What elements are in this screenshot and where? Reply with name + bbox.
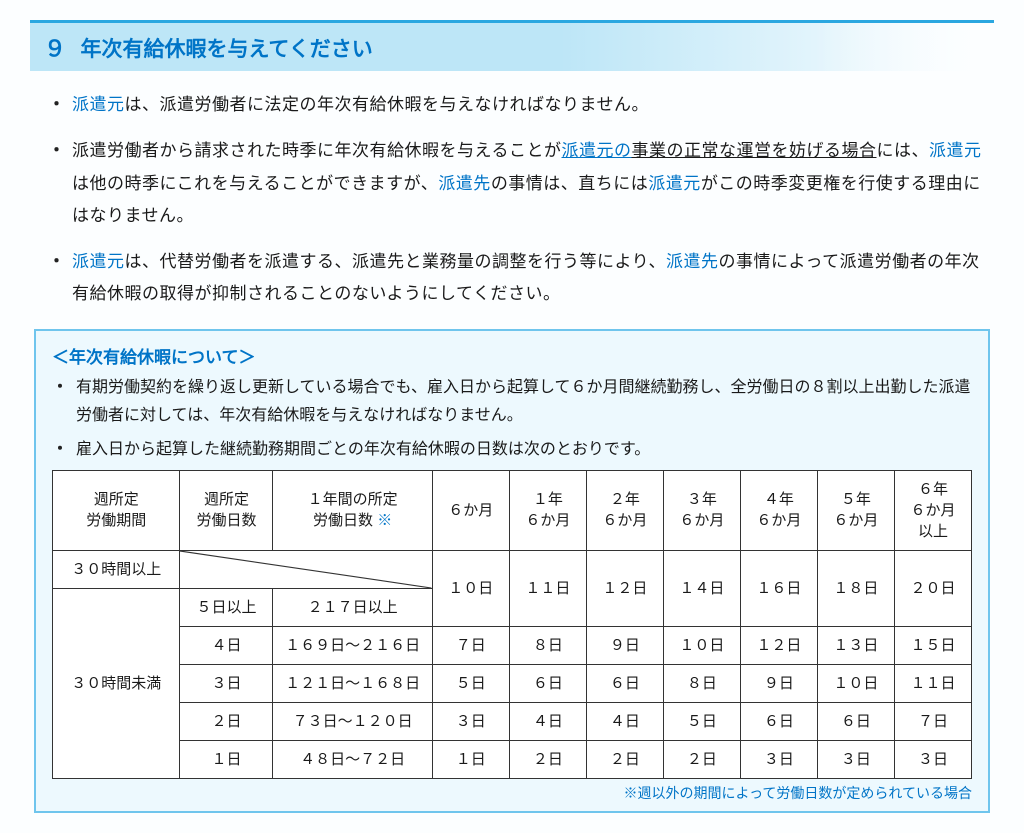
section-number: ９ [44,36,66,61]
cell-days: １１日 [509,550,586,626]
bullet-item: ・派遣労働者から請求された時季に年次有給休暇を与えることが派遣元の事業の正常な運… [48,135,994,232]
cell-weekdays: ４日 [180,626,273,664]
th-yeardays: １年間の所定労働日数 ※ [273,470,432,550]
cell-days: ６日 [586,664,663,702]
cell-period: ３０時間未満 [53,588,180,778]
th-m5: ５年６か月 [817,470,894,550]
cell-yeardays: ７３日～１２０日 [273,702,432,740]
cell-days: １０日 [663,626,740,664]
bullet-text: 派遣元は、代替労働者を派遣する、派遣先と業務量の調整を行う等により、派遣先の事情… [72,246,994,311]
cell-weekdays: ２日 [180,702,273,740]
bullet-marker: ・ [48,135,72,232]
cell-days: １４日 [663,550,740,626]
bullet-marker: ・ [52,374,76,430]
info-panel: ＜年次有給休暇について＞ ・有期労働契約を繰り返し更新している場合でも、雇入日か… [34,329,990,813]
cell-days: ３日 [432,702,509,740]
cell-days: ２日 [509,740,586,778]
bullet-item: ・派遣元は、派遣労働者に法定の年次有給休暇を与えなければなりません。 [48,89,994,121]
info-heading: ＜年次有給休暇について＞ [52,343,972,368]
info-bullet-item: ・有期労働契約を繰り返し更新している場合でも、雇入日から起算して６か月間継続勤務… [52,374,972,430]
cell-yeardays: １２１日～１６８日 [273,664,432,702]
cell-days: ５日 [432,664,509,702]
cell-days: ３日 [894,740,971,778]
cell-days: １３日 [817,626,894,664]
cell-days: １１日 [894,664,971,702]
cell-yeardays: ２１７日以上 [273,588,432,626]
table-footnote: ※週以外の期間によって労働日数が定められている場合 [52,783,972,803]
cell-days: １０日 [432,550,509,626]
cell-days: ６日 [740,702,817,740]
cell-days: １８日 [817,550,894,626]
bullet-text: 雇入日から起算した継続勤務期間ごとの年次有給休暇の日数は次のとおりです。 [76,436,972,464]
bullet-item: ・派遣元は、代替労働者を派遣する、派遣先と業務量の調整を行う等により、派遣先の事… [48,246,994,311]
cell-weekdays: ３日 [180,664,273,702]
bullet-text: 派遣労働者から請求された時季に年次有給休暇を与えることが派遣元の事業の正常な運営… [72,135,994,232]
bullet-text: 派遣元は、派遣労働者に法定の年次有給休暇を与えなければなりません。 [72,89,994,121]
cell-days: １２日 [586,550,663,626]
bullet-marker: ・ [48,89,72,121]
cell-days: １５日 [894,626,971,664]
th-weekdays: 週所定労働日数 [180,470,273,550]
cell-weekdays: ５日以上 [180,588,273,626]
cell-days: ８日 [663,664,740,702]
cell-days: ６日 [509,664,586,702]
cell-days: ２日 [663,740,740,778]
cell-days: ５日 [663,702,740,740]
cell-yeardays: １６９日～２１６日 [273,626,432,664]
section-header: ９ 年次有給休暇を与えてください [30,20,994,71]
th-m2: ２年６か月 [586,470,663,550]
cell-days: ９日 [586,626,663,664]
th-m6: ６年６か月以上 [894,470,971,550]
th-m4: ４年６か月 [740,470,817,550]
cell-days: ３日 [740,740,817,778]
cell-days: ６日 [817,702,894,740]
section-title: 年次有給休暇を与えてください [80,38,372,61]
cell-days: ４日 [586,702,663,740]
cell-days: ７日 [894,702,971,740]
leave-table: 週所定労働期間 週所定労働日数 １年間の所定労働日数 ※ ６か月 １年６か月 ２… [52,470,972,779]
cell-days: １０日 [817,664,894,702]
th-m1: １年６か月 [509,470,586,550]
bullet-marker: ・ [48,246,72,311]
cell-days: ９日 [740,664,817,702]
th-m0: ６か月 [432,470,509,550]
cell-days: ４日 [509,702,586,740]
cell-days: ２日 [586,740,663,778]
cell-yeardays: ４８日～７２日 [273,740,432,778]
cell-days: ８日 [509,626,586,664]
info-bullet-item: ・雇入日から起算した継続勤務期間ごとの年次有給休暇の日数は次のとおりです。 [52,436,972,464]
cell-days: １日 [432,740,509,778]
table-row: ２日７３日～１２０日３日４日４日５日６日６日７日 [53,702,972,740]
cell-days: ７日 [432,626,509,664]
main-bullet-list: ・派遣元は、派遣労働者に法定の年次有給休暇を与えなければなりません。・派遣労働者… [48,89,994,311]
th-m3: ３年６か月 [663,470,740,550]
cell-days: ３日 [817,740,894,778]
th-period: 週所定労働期間 [53,470,180,550]
cell-days: １２日 [740,626,817,664]
table-row: ３日１２１日～１６８日５日６日６日８日９日１０日１１日 [53,664,972,702]
bullet-marker: ・ [52,436,76,464]
cell-period: ３０時間以上 [53,550,180,588]
cell-days: １６日 [740,550,817,626]
table-row: １日４８日～７２日１日２日２日２日３日３日３日 [53,740,972,778]
cell-weekdays: １日 [180,740,273,778]
table-row: ３０時間以上１０日１１日１２日１４日１６日１８日２０日 [53,550,972,588]
cell-days: ２０日 [894,550,971,626]
info-bullet-list: ・有期労働契約を繰り返し更新している場合でも、雇入日から起算して６か月間継続勤務… [52,374,972,464]
diagonal-cell [180,550,432,588]
table-row: ４日１６９日～２１６日７日８日９日１０日１２日１３日１５日 [53,626,972,664]
table-header-row: 週所定労働期間 週所定労働日数 １年間の所定労働日数 ※ ６か月 １年６か月 ２… [53,470,972,550]
bullet-text: 有期労働契約を繰り返し更新している場合でも、雇入日から起算して６か月間継続勤務し… [76,374,972,430]
